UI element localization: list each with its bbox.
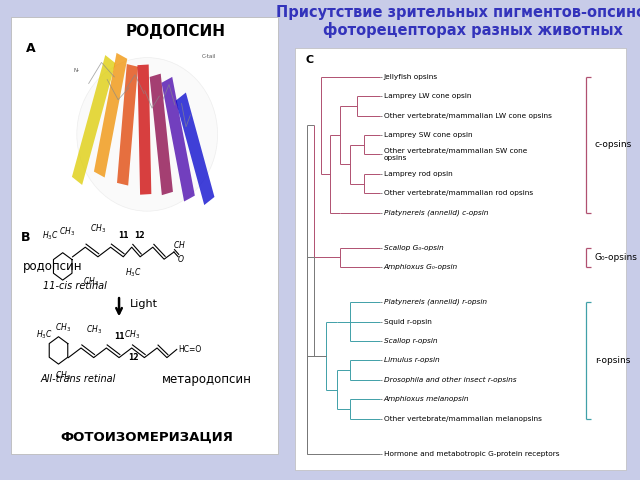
Bar	[72, 55, 115, 185]
Bar	[150, 73, 173, 195]
Text: Other vertebrate/mammalian melanopsins: Other vertebrate/mammalian melanopsins	[383, 416, 541, 421]
Text: Amphioxus G₀-opsin: Amphioxus G₀-opsin	[383, 264, 458, 270]
Text: 11-cis retinal: 11-cis retinal	[43, 281, 107, 290]
Text: N-: N-	[74, 68, 80, 73]
Text: Drosophila and other insect r-opsins: Drosophila and other insect r-opsins	[383, 377, 516, 383]
Text: Other vertebrate/mammalian SW cone
opsins: Other vertebrate/mammalian SW cone opsin…	[383, 148, 527, 161]
Ellipse shape	[77, 58, 218, 211]
Text: $CH$: $CH$	[173, 240, 186, 250]
Text: Platynereis (annelid) c-opsin: Platynereis (annelid) c-opsin	[383, 209, 488, 216]
Text: А: А	[26, 41, 36, 55]
Text: $CH_3$: $CH_3$	[86, 324, 102, 336]
Text: G₀-opsins: G₀-opsins	[595, 253, 637, 262]
Text: Присутствие зрительных пигментов-опсинов в
фоторецепторах разных животных: Присутствие зрительных пигментов-опсинов…	[276, 5, 640, 38]
Text: C-tail: C-tail	[202, 54, 216, 59]
Text: Squid r-opsin: Squid r-opsin	[383, 319, 431, 324]
Text: Hormone and metabotropic G-protein receptors: Hormone and metabotropic G-protein recep…	[383, 451, 559, 456]
Text: 12: 12	[134, 231, 145, 240]
Text: Other vertebrate/mammalian rod opsins: Other vertebrate/mammalian rod opsins	[383, 191, 532, 196]
Bar	[117, 64, 138, 186]
Text: $H_3C$: $H_3C$	[125, 266, 141, 279]
Text: 12: 12	[128, 353, 138, 362]
Text: r-opsins: r-opsins	[595, 356, 630, 365]
Bar	[138, 64, 151, 195]
Text: метародопсин: метародопсин	[161, 372, 252, 386]
Text: Lamprey LW cone opsin: Lamprey LW cone opsin	[383, 93, 471, 99]
Text: Platynereis (annelid) r-opsin: Platynereis (annelid) r-opsin	[383, 299, 486, 305]
Text: Scallop G₀-opsin: Scallop G₀-opsin	[383, 245, 444, 251]
Text: $H_3C$: $H_3C$	[36, 328, 52, 341]
Text: Scallop r-opsin: Scallop r-opsin	[383, 338, 437, 344]
FancyBboxPatch shape	[294, 48, 626, 470]
Text: $CH_3$: $CH_3$	[124, 328, 140, 341]
Bar	[161, 77, 195, 202]
Text: Light: Light	[131, 299, 158, 309]
Text: HC=O: HC=O	[178, 345, 202, 354]
Text: 11: 11	[114, 332, 124, 341]
Text: В: В	[20, 231, 30, 244]
Text: Lamprey rod opsin: Lamprey rod opsin	[383, 171, 452, 177]
Text: родопсин: родопсин	[23, 260, 83, 273]
Text: $CH_3$: $CH_3$	[54, 321, 71, 334]
Text: РОДОПСИН: РОДОПСИН	[125, 24, 225, 39]
Text: $CH_3$: $CH_3$	[59, 225, 75, 238]
Bar	[176, 93, 214, 205]
Text: Amphioxus melanopsin: Amphioxus melanopsin	[383, 396, 469, 402]
Text: Other vertebrate/mammalian LW cone opsins: Other vertebrate/mammalian LW cone opsin…	[383, 113, 552, 119]
Bar	[94, 53, 127, 178]
Text: $O$: $O$	[177, 253, 184, 264]
Text: ФОТОИЗОМЕРИЗАЦИЯ: ФОТОИЗОМЕРИЗАЦИЯ	[61, 430, 234, 444]
Text: Jellyfish opsins: Jellyfish opsins	[383, 74, 438, 80]
Text: $H_3C$: $H_3C$	[42, 230, 58, 242]
FancyBboxPatch shape	[11, 17, 278, 454]
Text: c-opsins: c-opsins	[595, 140, 632, 149]
Text: All-trans retinal: All-trans retinal	[40, 374, 116, 384]
Text: $CH_3$: $CH_3$	[83, 276, 99, 288]
Text: 11: 11	[118, 231, 129, 240]
Text: $CH_3$: $CH_3$	[90, 223, 106, 235]
Text: Limulus r-opsin: Limulus r-opsin	[383, 358, 439, 363]
Text: C: C	[305, 55, 313, 65]
Text: Lamprey SW cone opsin: Lamprey SW cone opsin	[383, 132, 472, 138]
Text: $CH_3$: $CH_3$	[54, 370, 71, 382]
